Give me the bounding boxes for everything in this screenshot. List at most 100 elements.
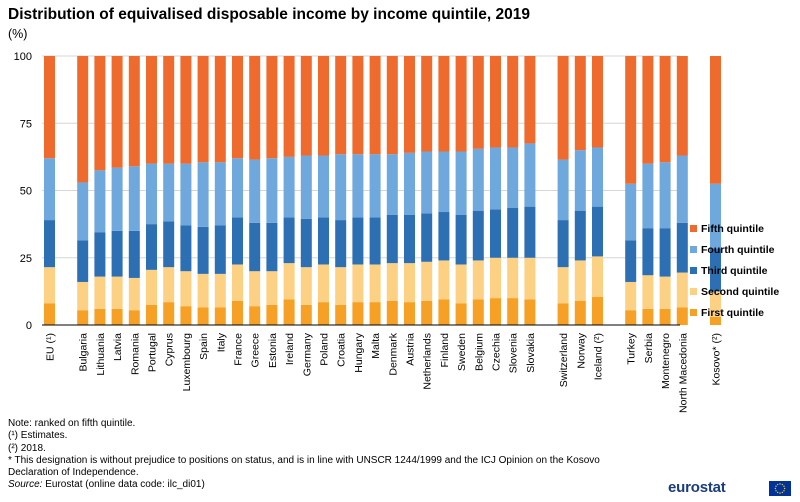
- x-category-label: Slovenia: [508, 333, 520, 373]
- bar-fifth-quintile: [163, 56, 175, 164]
- x-category-label: Spain: [198, 333, 210, 360]
- x-category-label: Luxembourg: [181, 333, 193, 392]
- bar-third-quintile: [524, 206, 536, 258]
- bar-third-quintile: [335, 220, 347, 268]
- bar-third-quintile: [625, 240, 637, 282]
- x-category-label: Germany: [301, 332, 313, 376]
- bar-fifth-quintile: [490, 56, 501, 148]
- bar-fourth-quintile: [676, 155, 688, 223]
- bar-first-quintile: [438, 299, 450, 325]
- x-category-label: Hungary: [353, 332, 365, 372]
- bar-first-quintile: [232, 300, 243, 325]
- bar-fifth-quintile: [676, 56, 688, 156]
- bar-first-quintile: [455, 303, 467, 325]
- note-estimates: (¹) Estimates.: [8, 430, 68, 442]
- bar-fourth-quintile: [163, 163, 175, 222]
- bar-fourth-quintile: [404, 152, 415, 215]
- bar-fifth-quintile: [472, 56, 484, 149]
- x-category-label: Romania: [129, 333, 141, 375]
- flag-star: [781, 491, 783, 494]
- bar-third-quintile: [300, 218, 312, 268]
- bar-fourth-quintile: [214, 162, 226, 226]
- legend-swatch-second: [690, 288, 697, 295]
- bar-third-quintile: [472, 210, 484, 261]
- bar-fourth-quintile: [659, 162, 671, 229]
- bar-fifth-quintile: [249, 56, 261, 160]
- y-tick-label: 75: [20, 118, 32, 130]
- bar-third-quintile: [249, 222, 261, 272]
- flag-star: [777, 491, 779, 494]
- flag-star: [783, 485, 785, 487]
- bar-second-quintile: [659, 276, 671, 309]
- bar-fifth-quintile: [335, 56, 347, 155]
- bar-fourth-quintile: [266, 158, 278, 223]
- x-category-label: Serbia: [643, 333, 655, 364]
- bar-third-quintile: [676, 222, 688, 273]
- flag-star: [783, 490, 785, 492]
- bar-fourth-quintile: [94, 170, 106, 233]
- bar-fifth-quintile: [128, 56, 140, 167]
- bar-second-quintile: [676, 272, 688, 308]
- bar-first-quintile: [180, 306, 192, 325]
- bar-first-quintile: [266, 304, 278, 325]
- legend-swatch-first: [690, 309, 697, 316]
- flag-star: [775, 490, 777, 492]
- bar-fifth-quintile: [557, 56, 569, 160]
- bar-third-quintile: [659, 228, 671, 277]
- bar-first-quintile: [197, 307, 209, 325]
- bar-first-quintile: [625, 310, 637, 325]
- x-category-label: Belgium: [473, 333, 485, 371]
- note-ranking: Note: ranked on fifth quintile.: [8, 418, 136, 429]
- bar-second-quintile: [266, 271, 278, 305]
- x-category-label: Croatia: [336, 333, 348, 367]
- bar-fifth-quintile: [300, 56, 312, 156]
- bar-fourth-quintile: [524, 143, 536, 207]
- bar-fifth-quintile: [180, 56, 192, 164]
- x-category-label: Lithuania: [95, 333, 107, 376]
- bar-second-quintile: [625, 281, 637, 311]
- bar-fourth-quintile: [455, 151, 467, 215]
- bar-fifth-quintile: [507, 56, 519, 148]
- logo-text: eurostat: [668, 479, 726, 496]
- bar-fifth-quintile: [421, 56, 433, 152]
- flag-star: [779, 483, 781, 485]
- bar-first-quintile: [300, 304, 312, 325]
- bar-fourth-quintile: [283, 156, 295, 218]
- y-tick-label: 50: [20, 186, 32, 198]
- bar-fifth-quintile: [438, 56, 450, 152]
- bar-second-quintile: [146, 269, 157, 305]
- bar-fourth-quintile: [318, 155, 329, 218]
- bar-second-quintile: [44, 267, 55, 304]
- x-category-label: Iceland (²): [593, 333, 605, 380]
- bar-fifth-quintile: [44, 56, 55, 159]
- x-category-label: Ireland: [284, 333, 296, 365]
- bar-fourth-quintile: [369, 154, 381, 218]
- bar-third-quintile: [318, 217, 329, 265]
- bar-fourth-quintile: [180, 163, 192, 226]
- x-category-label: Greece: [250, 333, 262, 368]
- bar-third-quintile: [111, 230, 123, 277]
- bar-first-quintile: [335, 304, 347, 325]
- bar-third-quintile: [44, 220, 55, 268]
- bar-fourth-quintile: [232, 158, 243, 218]
- stacked-bar-chart: 0 25 50 75 100 EU (¹) Bulgaria Lithuania Latvia R…: [14, 51, 780, 413]
- note-kosovo: * This designation is without prejudice …: [8, 454, 600, 479]
- bar-first-quintile: [352, 302, 364, 325]
- bar-fourth-quintile: [77, 182, 89, 241]
- bar-first-quintile: [283, 299, 295, 325]
- bar-fourth-quintile: [128, 166, 140, 231]
- x-category-label: EU (¹): [45, 333, 57, 361]
- bar-second-quintile: [249, 271, 261, 307]
- x-category-label: Norway: [575, 332, 587, 368]
- bar-fourth-quintile: [472, 148, 484, 211]
- bar-first-quintile: [214, 307, 226, 325]
- bar-fourth-quintile: [44, 158, 55, 221]
- y-tick-label: 0: [26, 320, 32, 332]
- bar-second-quintile: [335, 267, 347, 305]
- bar-first-quintile: [386, 300, 398, 325]
- y-tick-label: 100: [14, 51, 32, 63]
- bar-second-quintile: [197, 273, 209, 308]
- chart-notes: Note: ranked on fifth quintile. (¹) Esti…: [8, 418, 648, 492]
- bar-fifth-quintile: [404, 56, 415, 153]
- bar-second-quintile: [180, 271, 192, 307]
